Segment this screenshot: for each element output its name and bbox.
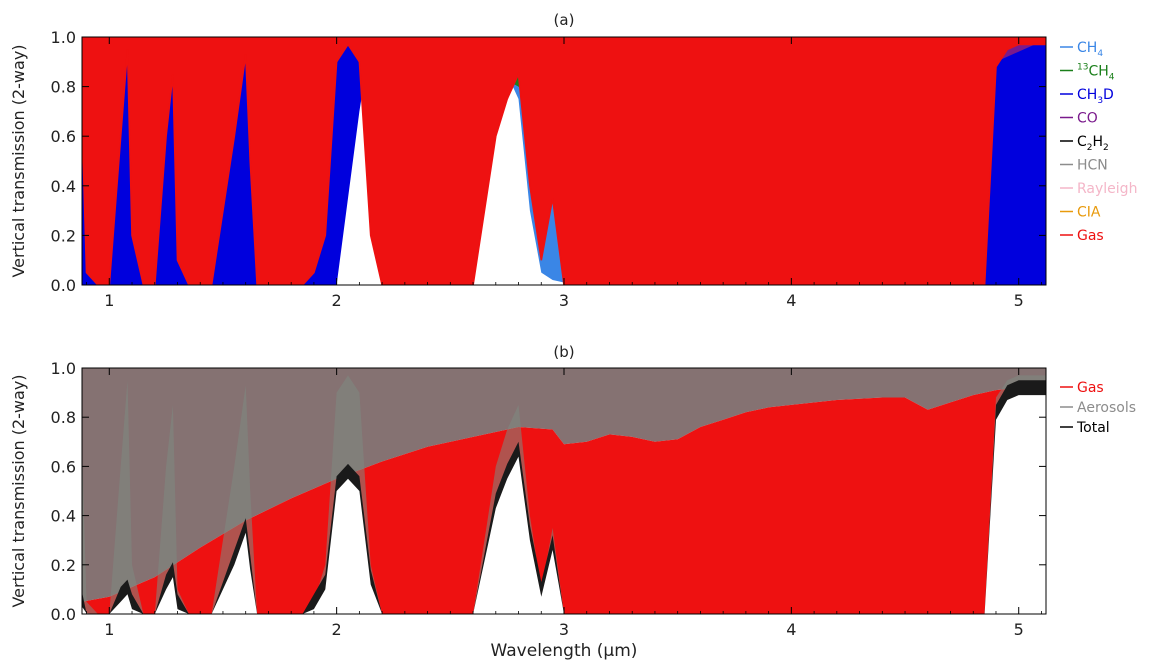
- chart-panel-b: 1 2 3 4 5 0.0 0.2 0.4 0.6 0.8 1.0 (b) Vertical trans…: [9, 343, 1136, 661]
- legend-entry-gas: Gas: [1077, 380, 1104, 396]
- series-area-gas: [82, 37, 1046, 285]
- x-tick-label: 3: [559, 291, 569, 310]
- y-tick-label: 0.4: [51, 177, 76, 196]
- x-tick-label: 3: [559, 620, 569, 639]
- chart-title: (a): [554, 11, 575, 29]
- chart-panel-a: 1 2 3 4 5 0.0 0.2 0.4 0.6 0.8 1.0 (a) Vertical trans…: [9, 11, 1137, 310]
- x-tick-label: 1: [104, 291, 114, 310]
- legend-entry-gas: Gas: [1077, 228, 1104, 244]
- legend-entry-total: Total: [1076, 420, 1110, 436]
- plot-area: [82, 368, 1046, 614]
- y-tick-label: 0.0: [51, 605, 76, 624]
- legend-entry-ch3d: CH3D: [1077, 87, 1114, 106]
- x-tick-label: 2: [332, 620, 342, 639]
- y-tick-label: 0.2: [51, 226, 76, 245]
- x-tick-label: 4: [786, 291, 796, 310]
- legend-entry-c13h4: 13CH4: [1077, 63, 1115, 83]
- x-axis-label: Wavelength (μm): [491, 641, 638, 661]
- y-tick-label: 0.0: [51, 276, 76, 295]
- y-tick-label: 0.6: [51, 127, 76, 146]
- y-axis-label: Vertical transmission (2-way): [9, 44, 28, 277]
- legend-entry-hcn: HCN: [1077, 158, 1108, 174]
- legend-entry-aerosols: Aerosols: [1077, 400, 1136, 416]
- y-tick-label: 0.2: [51, 556, 76, 575]
- x-tick-label: 4: [786, 620, 796, 639]
- plot-area: [82, 37, 1046, 285]
- y-tick-label: 1.0: [51, 28, 76, 47]
- x-tick-label: 2: [332, 291, 342, 310]
- y-tick-label: 0.6: [51, 457, 76, 476]
- legend-entry-rayleigh: Rayleigh: [1077, 181, 1137, 197]
- y-axis-label: Vertical transmission (2-way): [9, 374, 28, 607]
- y-tick-label: 1.0: [51, 359, 76, 378]
- x-tick-label: 5: [1014, 620, 1024, 639]
- legend-entry-ch4: CH4: [1077, 40, 1103, 59]
- legend-entry-cia: CIA: [1077, 205, 1101, 221]
- y-tick-label: 0.8: [51, 408, 76, 427]
- x-tick-label: 1: [104, 620, 114, 639]
- x-tick-label: 5: [1014, 291, 1024, 310]
- y-tick-label: 0.8: [51, 78, 76, 97]
- series-area-aerosols: [82, 368, 1046, 602]
- legend-entry-c2h2: C2H2: [1077, 134, 1109, 153]
- series-area-gas: [82, 387, 1046, 614]
- y-tick-label: 0.4: [51, 507, 76, 526]
- legend-entry-co: CO: [1077, 111, 1098, 127]
- series-line-gas: [82, 42, 1046, 285]
- chart-title: (b): [553, 343, 574, 361]
